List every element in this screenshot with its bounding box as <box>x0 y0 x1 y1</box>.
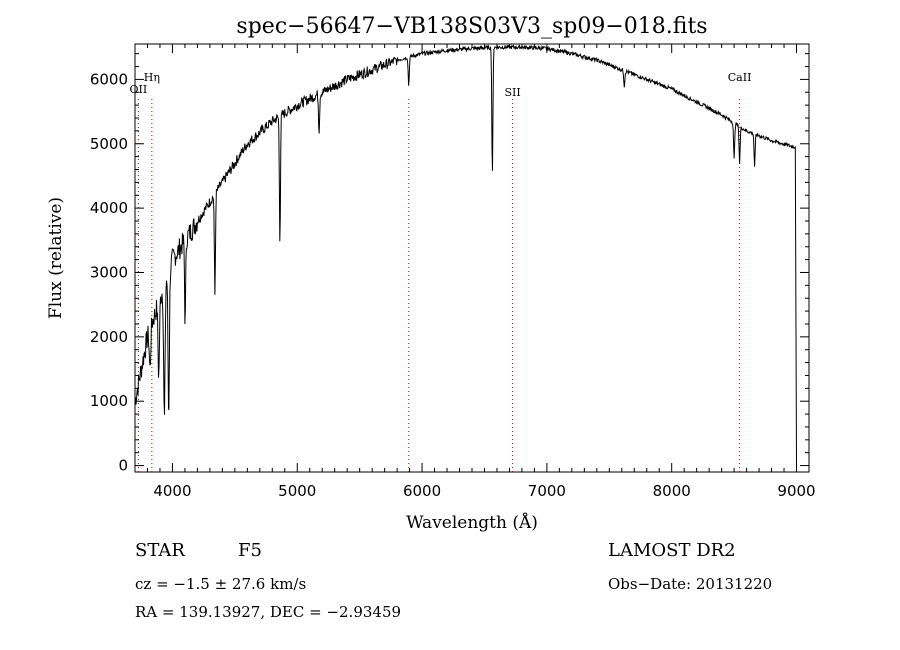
y-tick-label: 5000 <box>90 135 128 153</box>
x-axis-label: Wavelength (Å) <box>406 512 538 533</box>
y-tick-label: 0 <box>118 457 128 475</box>
line-marker-label: CaII <box>728 71 752 84</box>
line-marker-label: OII <box>130 83 148 96</box>
line-marker-label: Hη <box>144 71 160 84</box>
y-axis-label: Flux (relative) <box>46 197 66 319</box>
radial-velocity: cz = −1.5 ± 27.6 km/s <box>135 575 307 593</box>
axis-tick-layer: 4000 5000 6000 7000 8000 9000 0 1000 2000 3000 400… <box>90 44 816 500</box>
y-tick-label: 4000 <box>90 199 128 217</box>
sky-coordinates: RA = 139.13927, DEC = −2.93459 <box>135 603 402 621</box>
x-tick-label: 5000 <box>278 482 316 500</box>
chart-title: spec−56647−VB138S03V3_sp09−018.fits <box>236 14 707 39</box>
y-tick-label: 1000 <box>90 392 128 410</box>
spectrum-line <box>134 43 797 466</box>
x-tick-label: 6000 <box>403 482 441 500</box>
line-marker-label: SII <box>504 86 520 99</box>
x-tick-label: 8000 <box>653 482 691 500</box>
observation-date: Obs−Date: 20131220 <box>608 575 773 593</box>
object-type: STAR <box>135 540 185 561</box>
x-tick-label: 9000 <box>777 482 815 500</box>
x-tick-label: 7000 <box>528 482 566 500</box>
y-tick-label: 6000 <box>90 70 128 88</box>
survey-name: LAMOST DR2 <box>608 540 736 561</box>
series-layer <box>134 43 797 466</box>
y-tick-label: 3000 <box>90 263 128 281</box>
y-tick-label: 2000 <box>90 328 128 346</box>
spectral-subclass: F5 <box>238 540 262 561</box>
x-tick-label: 4000 <box>153 482 191 500</box>
